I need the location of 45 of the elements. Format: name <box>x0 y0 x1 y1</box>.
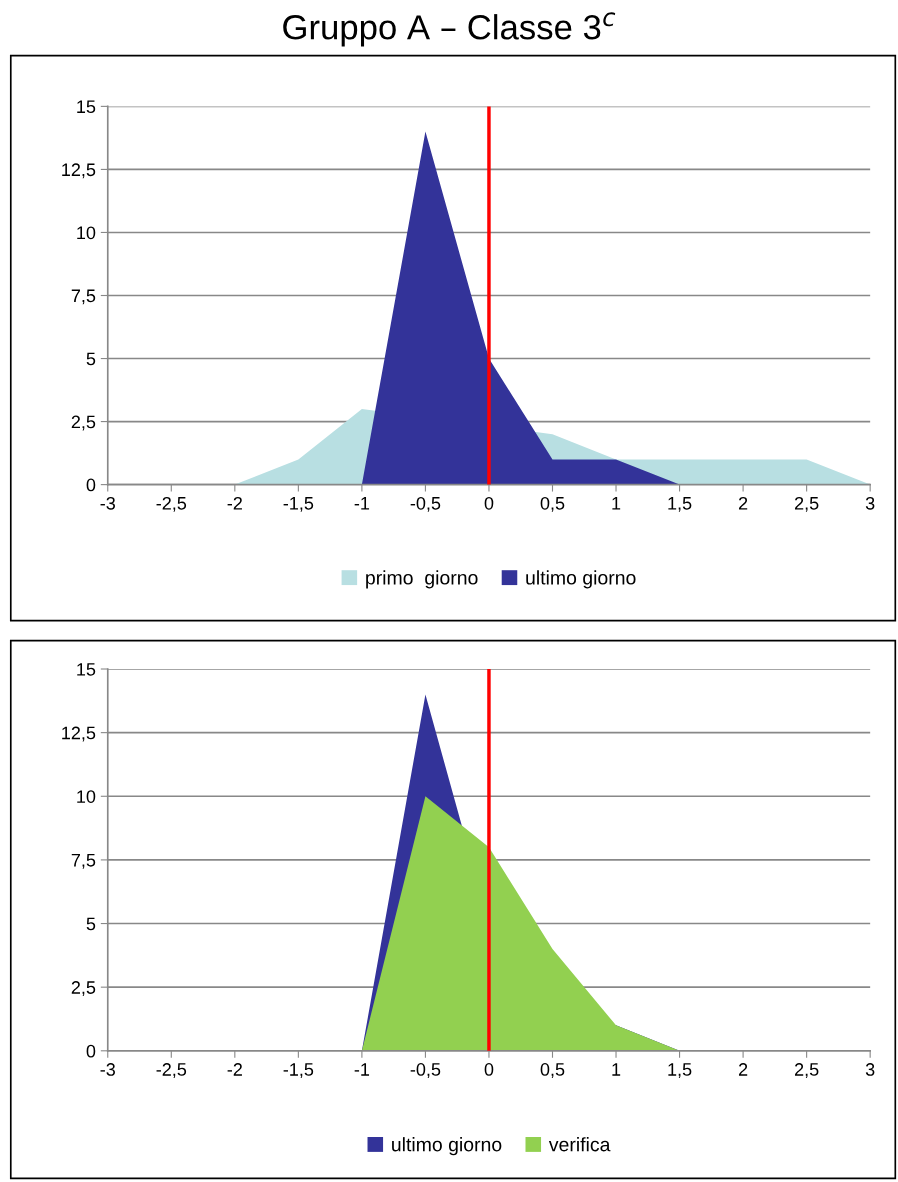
y-tick-label: 5 <box>86 917 96 931</box>
x-tick-label: 3 <box>865 496 875 510</box>
y-tick-label: 12,5 <box>62 163 96 179</box>
legend-label: verifica <box>548 1137 611 1152</box>
x-tick-label: 0,5 <box>540 496 565 512</box>
y-tick-label: 2,5 <box>71 415 96 431</box>
y-tick-label: 5 <box>86 352 96 366</box>
x-tick-label: 1 <box>612 1063 621 1076</box>
x-tick-label: 2,5 <box>794 496 819 512</box>
x-tick-label: 2 <box>738 496 748 510</box>
x-tick-label: 2,5 <box>794 1063 819 1078</box>
x-tick-label: 1 <box>612 497 621 510</box>
y-tick-label: 0 <box>86 478 96 492</box>
y-tick-label: 0 <box>86 1044 96 1058</box>
y-tick-label: 2,5 <box>71 981 96 997</box>
y-tick-label: 10 <box>77 226 96 240</box>
y-tick-label: 15 <box>77 663 96 676</box>
x-tick-label: -3 <box>100 496 115 510</box>
chart-title: Gruppo A – Classe 3$^{c}$ <box>283 12 616 47</box>
x-tick-label: -2,5 <box>156 496 187 512</box>
x-tick-label: -1,5 <box>283 1063 314 1078</box>
y-tick-label: 12,5 <box>62 726 96 742</box>
x-tick-label: 0,5 <box>540 1063 565 1078</box>
x-tick-label: 2 <box>738 1063 748 1076</box>
x-tick-label: -1 <box>354 1063 370 1076</box>
x-tick-label: -2,5 <box>156 1063 187 1078</box>
x-tick-label: 3 <box>865 1063 875 1076</box>
x-tick-label: -0,5 <box>410 496 441 512</box>
x-tick-label: 1,5 <box>668 1063 692 1078</box>
x-tick-label: 0 <box>484 496 494 510</box>
legend-label: primo giorno <box>366 570 478 589</box>
x-tick-label: -3 <box>100 1063 115 1076</box>
y-tick-label: 7,5 <box>71 289 96 305</box>
x-tick-label: 1,5 <box>668 497 692 512</box>
y-tick-label: 10 <box>77 790 96 803</box>
legend-label: ultimo giorno <box>526 570 636 589</box>
x-tick-label: -1 <box>354 497 370 510</box>
y-tick-label: 15 <box>77 100 96 114</box>
x-tick-label: -1,5 <box>283 497 314 512</box>
legend-label: ultimo giorno <box>392 1137 502 1156</box>
x-tick-label: -2 <box>227 1063 242 1076</box>
y-tick-label: 7,5 <box>71 854 96 869</box>
x-tick-label: -2 <box>227 496 242 510</box>
x-tick-label: 0 <box>484 1063 494 1076</box>
x-tick-label: -0,5 <box>410 1063 441 1078</box>
